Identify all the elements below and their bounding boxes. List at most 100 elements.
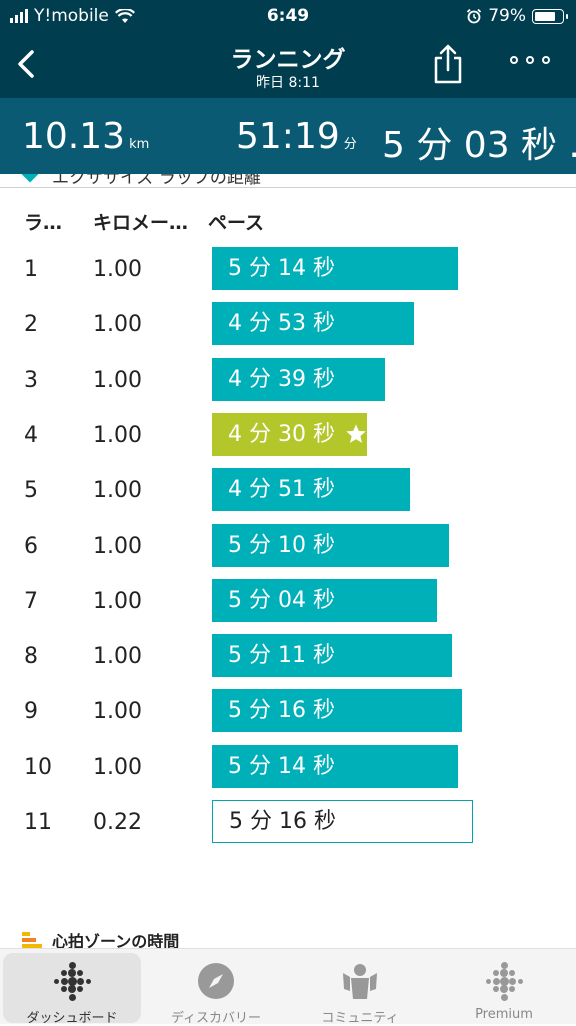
lap-distance: 1.00: [93, 422, 142, 448]
pace-bar: 5 分 04 秒: [212, 578, 437, 622]
pace-label: 5 分 14 秒: [228, 256, 335, 281]
table-row: 2 1.00 4 分 53 秒: [0, 302, 576, 346]
section-label: エクササイズ ラップの距離: [52, 174, 261, 188]
summary-duration: 51:19 分: [236, 116, 357, 157]
lap-distance: 1.00: [93, 367, 142, 393]
tab-dashboard-label: ダッシュボード: [26, 1011, 118, 1026]
pace-label: 5 分 10 秒: [228, 532, 335, 558]
pace-bar-best: 4 分 30 秒: [212, 412, 367, 456]
alarm-icon: [467, 8, 482, 24]
table-row: 5 1.00 4 分 51 秒: [0, 468, 576, 512]
lap-number: 2: [24, 312, 38, 338]
nav-bar: ランニング 昨日 8:11: [0, 34, 576, 98]
pace-bar: 4 分 51 秒: [212, 468, 410, 512]
lap-number: 11: [24, 810, 52, 835]
back-icon[interactable]: [12, 44, 42, 84]
wifi-icon: [114, 8, 135, 23]
lap-number: 7: [24, 588, 38, 614]
app-header: Y!mobile 6:49 79% ランニング 昨日 8:11: [0, 0, 576, 98]
summary-pace: 5 分 03 秒 ...: [382, 125, 576, 166]
table-row: 3 1.00 4 分 39 秒: [0, 357, 576, 402]
tab-bar: ダッシュボード ディスカバリー コミュニティ Premium: [0, 948, 576, 1026]
tab-discovery-label: ディスカバリー: [170, 1011, 262, 1026]
tab-dashboard[interactable]: ダッシュボード: [3, 953, 141, 1026]
status-right: 79%: [466, 6, 568, 26]
table-row: 1 1.00 5 分 14 秒: [0, 247, 576, 291]
signal-icon: [10, 9, 28, 23]
table-row: 9 1.00 5 分 16 秒: [0, 689, 576, 733]
star-icon: [346, 424, 366, 444]
pace-label: 5 分 16 秒: [228, 698, 335, 724]
tab-premium[interactable]: Premium: [435, 953, 573, 1023]
lap-number: 8: [24, 644, 38, 670]
header-km: キロメー…: [93, 212, 189, 234]
more-icon[interactable]: [510, 56, 550, 64]
tab-community-label: コミュニティ: [321, 1011, 399, 1026]
premium-dots-icon: [484, 961, 524, 1001]
heart-zone-header: 心拍ゾーンの時間: [22, 928, 179, 952]
status-time: 6:49: [266, 6, 310, 26]
section-header-laps: エクササイズ ラップの距離: [0, 174, 576, 188]
summary-distance: 10.13 km: [22, 116, 149, 157]
lap-number: 9: [24, 699, 38, 725]
lap-distance: 1.00: [93, 699, 142, 725]
lap-distance: 1.00: [93, 644, 142, 670]
table-row: 4 1.00 4 分 30 秒: [0, 412, 576, 457]
tab-community[interactable]: コミュニティ: [291, 953, 429, 1026]
pace-label: 4 分 30 秒: [228, 421, 335, 447]
distance-value: 10.13: [22, 116, 126, 157]
share-icon[interactable]: [430, 42, 466, 86]
location-pin-icon: [21, 174, 39, 183]
distance-unit: km: [129, 137, 150, 152]
pace-bar: 5 分 11 秒: [212, 634, 452, 678]
pace-bar: 5 分 10 秒: [212, 523, 449, 567]
pace-bar: 5 分 14 秒: [212, 744, 458, 788]
heart-zone-label: 心拍ゾーンの時間: [52, 932, 180, 951]
status-bar: Y!mobile 6:49 79%: [0, 0, 576, 34]
pace-label: 4 分 39 秒: [228, 366, 335, 392]
battery-percent: 79%: [488, 6, 526, 26]
pace-bar: 5 分 16 秒: [212, 800, 473, 843]
dashboard-dots-icon: [52, 961, 92, 1001]
tab-discovery[interactable]: ディスカバリー: [147, 953, 285, 1026]
pace-bar: 5 分 14 秒: [212, 247, 458, 290]
header-pace: ペース: [208, 212, 265, 234]
carrier-label: Y!mobile: [34, 6, 109, 26]
pace-bar: 4 分 39 秒: [212, 357, 385, 401]
pace-label: 5 分 16 秒: [229, 809, 336, 834]
page-title: ランニング: [230, 47, 346, 73]
page-subtitle: 昨日 8:11: [256, 75, 320, 91]
pace-label: 5 分 14 秒: [228, 753, 335, 779]
lap-number: 10: [24, 754, 52, 780]
lap-distance: 1.00: [93, 754, 142, 780]
table-row: 10 1.00 5 分 14 秒: [0, 744, 576, 789]
lap-distance: 1.00: [93, 533, 142, 559]
lap-distance: 1.00: [93, 588, 142, 614]
lap-number: 3: [24, 367, 38, 393]
table-row: 7 1.00 5 分 04 秒: [0, 578, 576, 623]
tab-premium-label: Premium: [475, 1007, 533, 1022]
pace-bar: 5 分 16 秒: [212, 689, 462, 733]
pace-label: 4 分 51 秒: [228, 477, 335, 503]
battery-icon: [532, 8, 568, 24]
laps-table-header: ラ… キロメー… ペース: [0, 208, 576, 238]
lap-number: 4: [24, 422, 38, 448]
community-icon: [343, 964, 377, 999]
status-left: Y!mobile: [10, 6, 135, 26]
header-lap: ラ…: [24, 212, 63, 234]
lap-distance: 0.22: [93, 810, 142, 835]
table-row: 6 1.00 5 分 10 秒: [0, 523, 576, 568]
lap-distance: 1.00: [93, 257, 142, 282]
compass-icon: [198, 963, 234, 999]
lap-number: 1: [24, 257, 38, 282]
lap-number: 6: [24, 533, 38, 559]
duration-unit: 分: [343, 137, 357, 152]
pace-label: 4 分 53 秒: [228, 311, 335, 337]
table-row: 8 1.00 5 分 11 秒: [0, 634, 576, 678]
lap-distance: 1.00: [93, 312, 142, 338]
lap-distance: 1.00: [93, 478, 142, 504]
pace-bar: 4 分 53 秒: [212, 302, 414, 346]
pace-label: 5 分 04 秒: [228, 587, 335, 613]
duration-value: 51:19: [236, 116, 340, 157]
